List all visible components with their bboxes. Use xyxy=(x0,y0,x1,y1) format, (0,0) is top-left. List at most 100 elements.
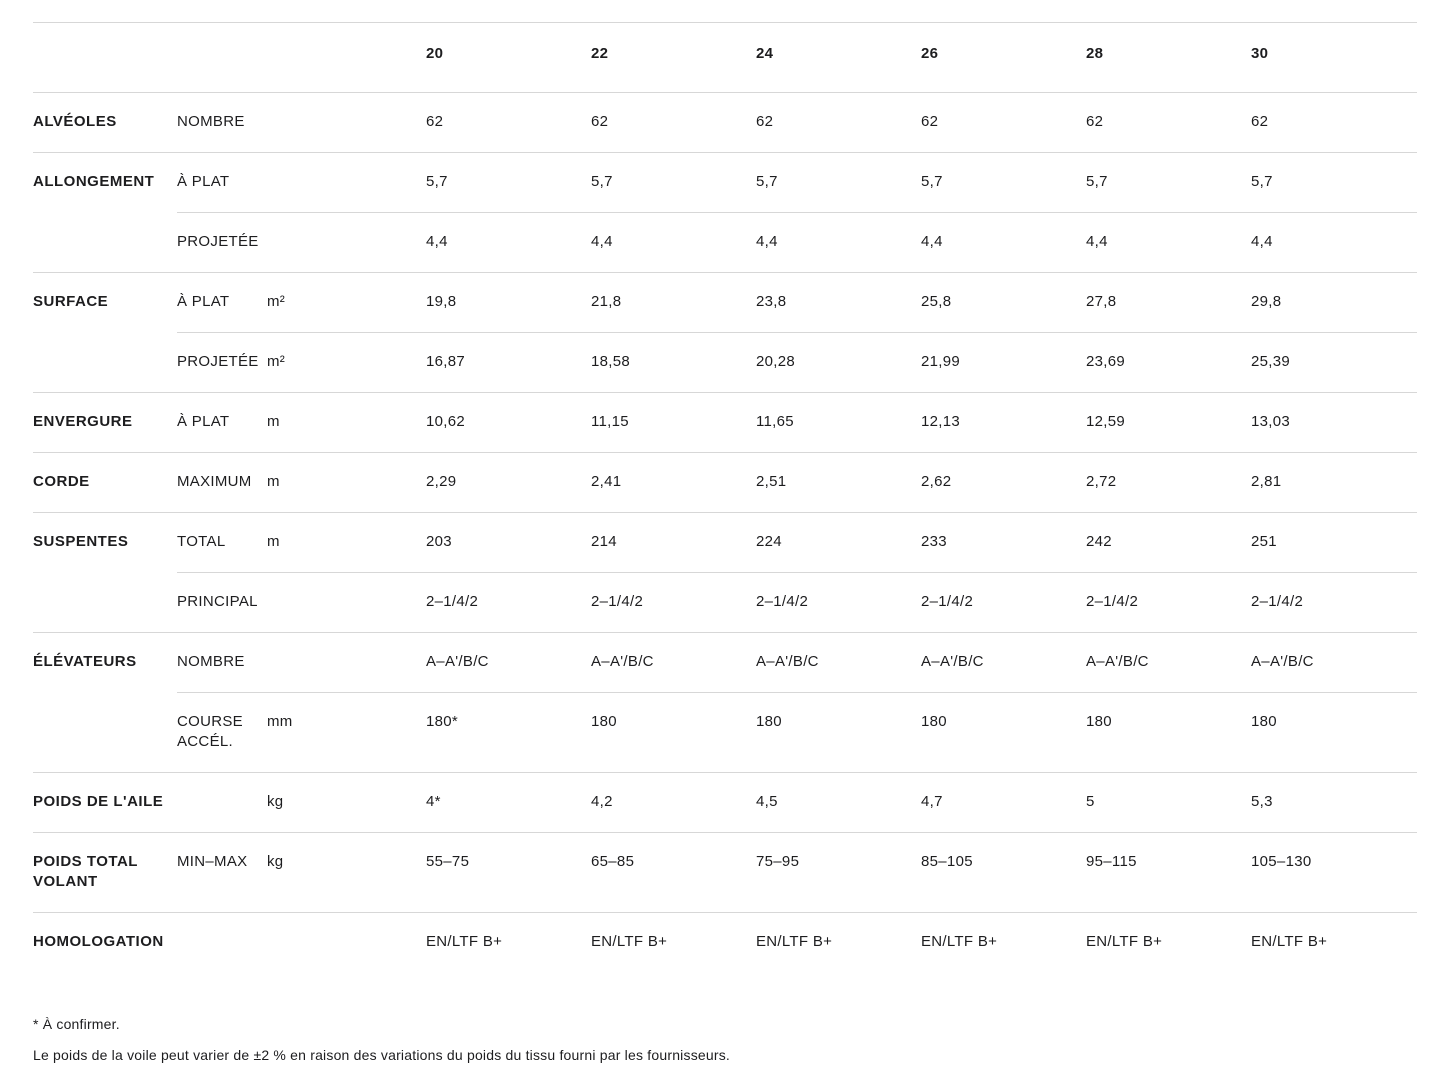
row-group-label: CORDE xyxy=(33,473,90,490)
cell-value: 2,41 xyxy=(591,473,622,490)
cell-value: A–A'/B/C xyxy=(921,653,984,670)
cell-value: 4* xyxy=(426,793,441,810)
cell-value: 251 xyxy=(1251,533,1277,550)
row-group-label: ALLONGEMENT xyxy=(33,173,155,190)
cell-value: A–A'/B/C xyxy=(756,653,819,670)
cell-value: 2–1/4/2 xyxy=(921,593,974,610)
table-row-elevateurs-nombre: ÉLÉVATEURS NOMBRE A–A'/B/C A–A'/B/C A–A'… xyxy=(33,632,1417,692)
row-sub-label: COURSE ACCÉL. xyxy=(177,713,243,750)
cell-value: 85–105 xyxy=(921,853,973,870)
cell-value: 11,65 xyxy=(756,413,794,430)
cell-value: 2–1/4/2 xyxy=(756,593,809,610)
cell-value: 203 xyxy=(426,533,452,550)
row-group-label: POIDS DE L'AILE xyxy=(33,793,164,810)
cell-value: 65–85 xyxy=(591,853,635,870)
cell-value: 4,2 xyxy=(591,793,613,810)
table-row-suspentes-principal: PRINCIPAL 2–1/4/2 2–1/4/2 2–1/4/2 2–1/4/… xyxy=(33,572,1417,632)
spec-table: 20 22 24 26 28 30 ALVÉOLES NOMBRE 62 62 … xyxy=(33,22,1417,972)
size-column-header: 20 xyxy=(426,45,444,62)
cell-value: 19,8 xyxy=(426,293,457,310)
cell-value: 25,39 xyxy=(1251,353,1291,370)
row-unit: kg xyxy=(267,853,284,870)
row-sub-label: MAXIMUM xyxy=(177,473,252,490)
cell-value: 4,5 xyxy=(756,793,778,810)
cell-value: 5,3 xyxy=(1251,793,1273,810)
row-sub-label: PRINCIPAL xyxy=(177,593,258,610)
cell-value: 233 xyxy=(921,533,947,550)
cell-value: 180 xyxy=(591,713,617,730)
table-header-row: 20 22 24 26 28 30 xyxy=(33,22,1417,92)
cell-value: 2,51 xyxy=(756,473,787,490)
footnote-to-confirm: * À confirmer. xyxy=(33,1016,120,1032)
cell-value: 23,8 xyxy=(756,293,787,310)
cell-value: EN/LTF B+ xyxy=(921,933,998,950)
cell-value: 180 xyxy=(1086,713,1112,730)
row-sub-label: À PLAT xyxy=(177,173,230,190)
cell-value: 21,99 xyxy=(921,353,961,370)
row-unit: m xyxy=(267,533,280,550)
cell-value: 18,58 xyxy=(591,353,631,370)
cell-value: 2–1/4/2 xyxy=(1251,593,1304,610)
cell-value: A–A'/B/C xyxy=(591,653,654,670)
cell-value: 2–1/4/2 xyxy=(591,593,644,610)
cell-value: 242 xyxy=(1086,533,1112,550)
table-row-allongement-a-plat: ALLONGEMENT À PLAT 5,7 5,7 5,7 5,7 5,7 5… xyxy=(33,152,1417,212)
row-group-label: HOMOLOGATION xyxy=(33,933,164,950)
row-unit: m xyxy=(267,413,280,430)
cell-value: 2–1/4/2 xyxy=(1086,593,1139,610)
cell-value: 4,4 xyxy=(1251,233,1273,250)
cell-value: 62 xyxy=(1086,113,1104,130)
cell-value: 4,4 xyxy=(426,233,448,250)
cell-value: 75–95 xyxy=(756,853,800,870)
row-unit: kg xyxy=(267,793,284,810)
row-unit: mm xyxy=(267,713,293,730)
size-column-header: 24 xyxy=(756,45,774,62)
cell-value: 4,4 xyxy=(756,233,778,250)
table-row-surface-a-plat: SURFACE À PLAT m² 19,8 21,8 23,8 25,8 27… xyxy=(33,272,1417,332)
cell-value: 4,4 xyxy=(1086,233,1108,250)
cell-value: 62 xyxy=(921,113,939,130)
cell-value: 224 xyxy=(756,533,782,550)
cell-value: 180 xyxy=(756,713,782,730)
row-sub-label: TOTAL xyxy=(177,533,226,550)
row-sub-label: PROJETÉE xyxy=(177,353,259,370)
table-row-alveoles: ALVÉOLES NOMBRE 62 62 62 62 62 62 xyxy=(33,92,1417,152)
size-column-header: 30 xyxy=(1251,45,1269,62)
cell-value: 62 xyxy=(756,113,774,130)
cell-value: 2–1/4/2 xyxy=(426,593,479,610)
row-sub-label: PROJETÉE xyxy=(177,233,259,250)
cell-value: 16,87 xyxy=(426,353,466,370)
cell-value: 62 xyxy=(1251,113,1269,130)
cell-value: 12,13 xyxy=(921,413,961,430)
cell-value: 29,8 xyxy=(1251,293,1282,310)
cell-value: 95–115 xyxy=(1086,853,1137,870)
size-column-header: 26 xyxy=(921,45,939,62)
cell-value: 214 xyxy=(591,533,617,550)
row-unit: m xyxy=(267,473,280,490)
cell-value: EN/LTF B+ xyxy=(756,933,833,950)
cell-value: 180 xyxy=(921,713,947,730)
cell-value: 4,7 xyxy=(921,793,943,810)
size-column-header: 28 xyxy=(1086,45,1104,62)
cell-value: 62 xyxy=(426,113,444,130)
cell-value: 11,15 xyxy=(591,413,629,430)
cell-value: 27,8 xyxy=(1086,293,1117,310)
cell-value: 5,7 xyxy=(756,173,778,190)
cell-value: 5,7 xyxy=(591,173,613,190)
cell-value: 105–130 xyxy=(1251,853,1312,870)
row-sub-label: NOMBRE xyxy=(177,653,245,670)
table-row-poids-aile: POIDS DE L'AILE kg 4* 4,2 4,5 4,7 5 5,3 xyxy=(33,772,1417,832)
cell-value: 5 xyxy=(1086,793,1095,810)
cell-value: 180* xyxy=(426,713,459,730)
cell-value: 25,8 xyxy=(921,293,952,310)
row-group-label: ÉLÉVATEURS xyxy=(33,653,137,670)
row-sub-label: MIN–MAX xyxy=(177,853,248,870)
cell-value: EN/LTF B+ xyxy=(426,933,503,950)
cell-value: 5,7 xyxy=(921,173,943,190)
cell-value: EN/LTF B+ xyxy=(591,933,668,950)
cell-value: A–A'/B/C xyxy=(426,653,489,670)
row-sub-label: NOMBRE xyxy=(177,113,245,130)
footnotes: * À confirmer. Le poids de la voile peut… xyxy=(33,1016,1417,1063)
table-row-allongement-projetee: PROJETÉE 4,4 4,4 4,4 4,4 4,4 4,4 xyxy=(33,212,1417,272)
table-row-poids-total-volant: POIDS TOTAL VOLANT MIN–MAX kg 55–75 65–8… xyxy=(33,832,1417,912)
